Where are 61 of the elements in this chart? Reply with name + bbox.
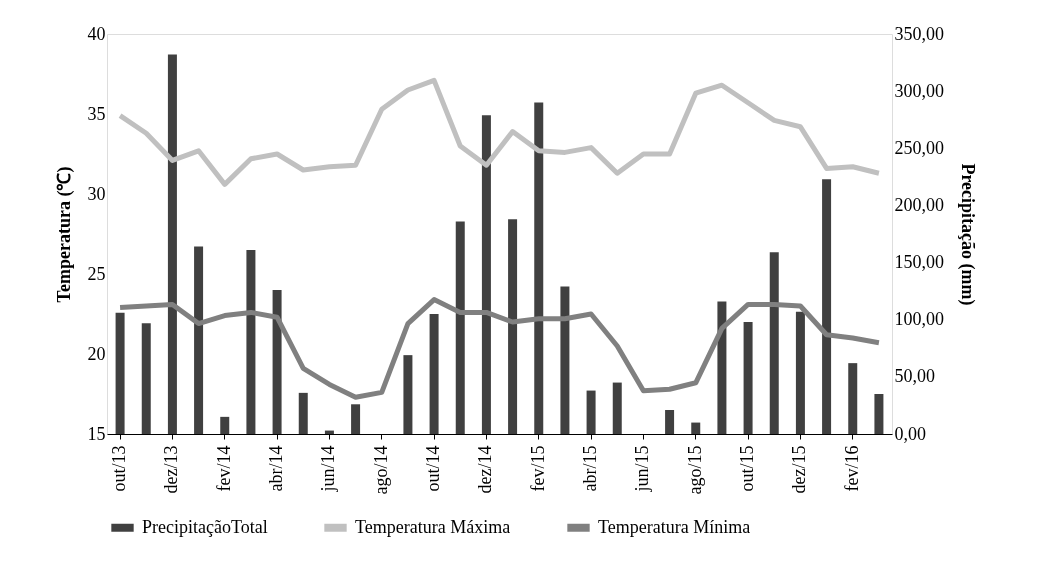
y-tick-label: 40 xyxy=(87,23,106,44)
bar xyxy=(508,219,518,434)
y-tick-label: 25 xyxy=(87,263,106,284)
bar xyxy=(141,323,151,434)
x-tick-label: dez/13 xyxy=(161,445,182,494)
bar xyxy=(272,290,282,434)
x-tick-label: ago/14 xyxy=(370,445,391,495)
y2-tick-label: 0,00 xyxy=(894,423,926,444)
bar xyxy=(717,301,727,434)
bar xyxy=(194,246,204,434)
legend-label: PrecipitaçãoTotal xyxy=(142,516,268,537)
legend-label: Temperatura Mínima xyxy=(598,516,751,537)
y2-axis-title: Precipitação (mm) xyxy=(957,163,978,306)
bar xyxy=(822,179,832,434)
y2-tick-label: 150,00 xyxy=(894,252,944,273)
bar xyxy=(612,382,622,434)
x-tick-label: out/14 xyxy=(423,445,444,492)
bar xyxy=(298,392,308,434)
bar xyxy=(429,314,439,434)
x-tick-label: out/13 xyxy=(109,445,130,492)
x-tick-label: abr/15 xyxy=(580,445,601,492)
bar xyxy=(874,394,884,434)
x-tick-label: dez/14 xyxy=(475,445,496,494)
x-tick-label: fev/15 xyxy=(527,445,548,492)
bar xyxy=(743,322,753,434)
bar xyxy=(115,312,125,434)
y-tick-label: 30 xyxy=(87,183,106,204)
bar xyxy=(403,355,413,434)
x-tick-label: jun/14 xyxy=(318,445,339,493)
bar xyxy=(795,311,805,434)
x-tick-label: fev/16 xyxy=(841,445,862,492)
x-tick-label: dez/15 xyxy=(789,445,810,494)
x-tick-label: ago/15 xyxy=(684,445,705,495)
y2-tick-label: 200,00 xyxy=(894,194,944,215)
bar xyxy=(220,416,230,434)
bar xyxy=(665,410,675,434)
bar xyxy=(351,404,361,434)
bar xyxy=(586,390,596,434)
x-tick-label: fev/14 xyxy=(213,445,234,492)
bar xyxy=(769,252,779,434)
bar xyxy=(455,221,465,434)
y2-tick-label: 300,00 xyxy=(894,80,944,101)
legend-label: Temperatura Máxima xyxy=(355,516,511,537)
bar xyxy=(481,115,491,434)
bar xyxy=(560,286,570,434)
y2-tick-label: 50,00 xyxy=(894,366,935,387)
x-tick-label: out/15 xyxy=(737,445,758,492)
bar xyxy=(848,363,858,434)
y2-tick-label: 100,00 xyxy=(894,309,944,330)
x-tick-label: jun/15 xyxy=(632,445,653,493)
y-tick-label: 15 xyxy=(87,423,106,444)
y-tick-label: 35 xyxy=(87,103,106,124)
y-tick-label: 20 xyxy=(87,343,106,364)
x-tick-label: abr/14 xyxy=(266,445,287,492)
y-axis-title: Temperatura (℃) xyxy=(53,166,75,303)
bar xyxy=(534,102,544,434)
bar xyxy=(691,422,701,434)
y2-tick-label: 350,00 xyxy=(894,23,944,44)
bar xyxy=(167,54,177,434)
bar xyxy=(246,250,256,434)
y2-tick-label: 250,00 xyxy=(894,137,944,158)
